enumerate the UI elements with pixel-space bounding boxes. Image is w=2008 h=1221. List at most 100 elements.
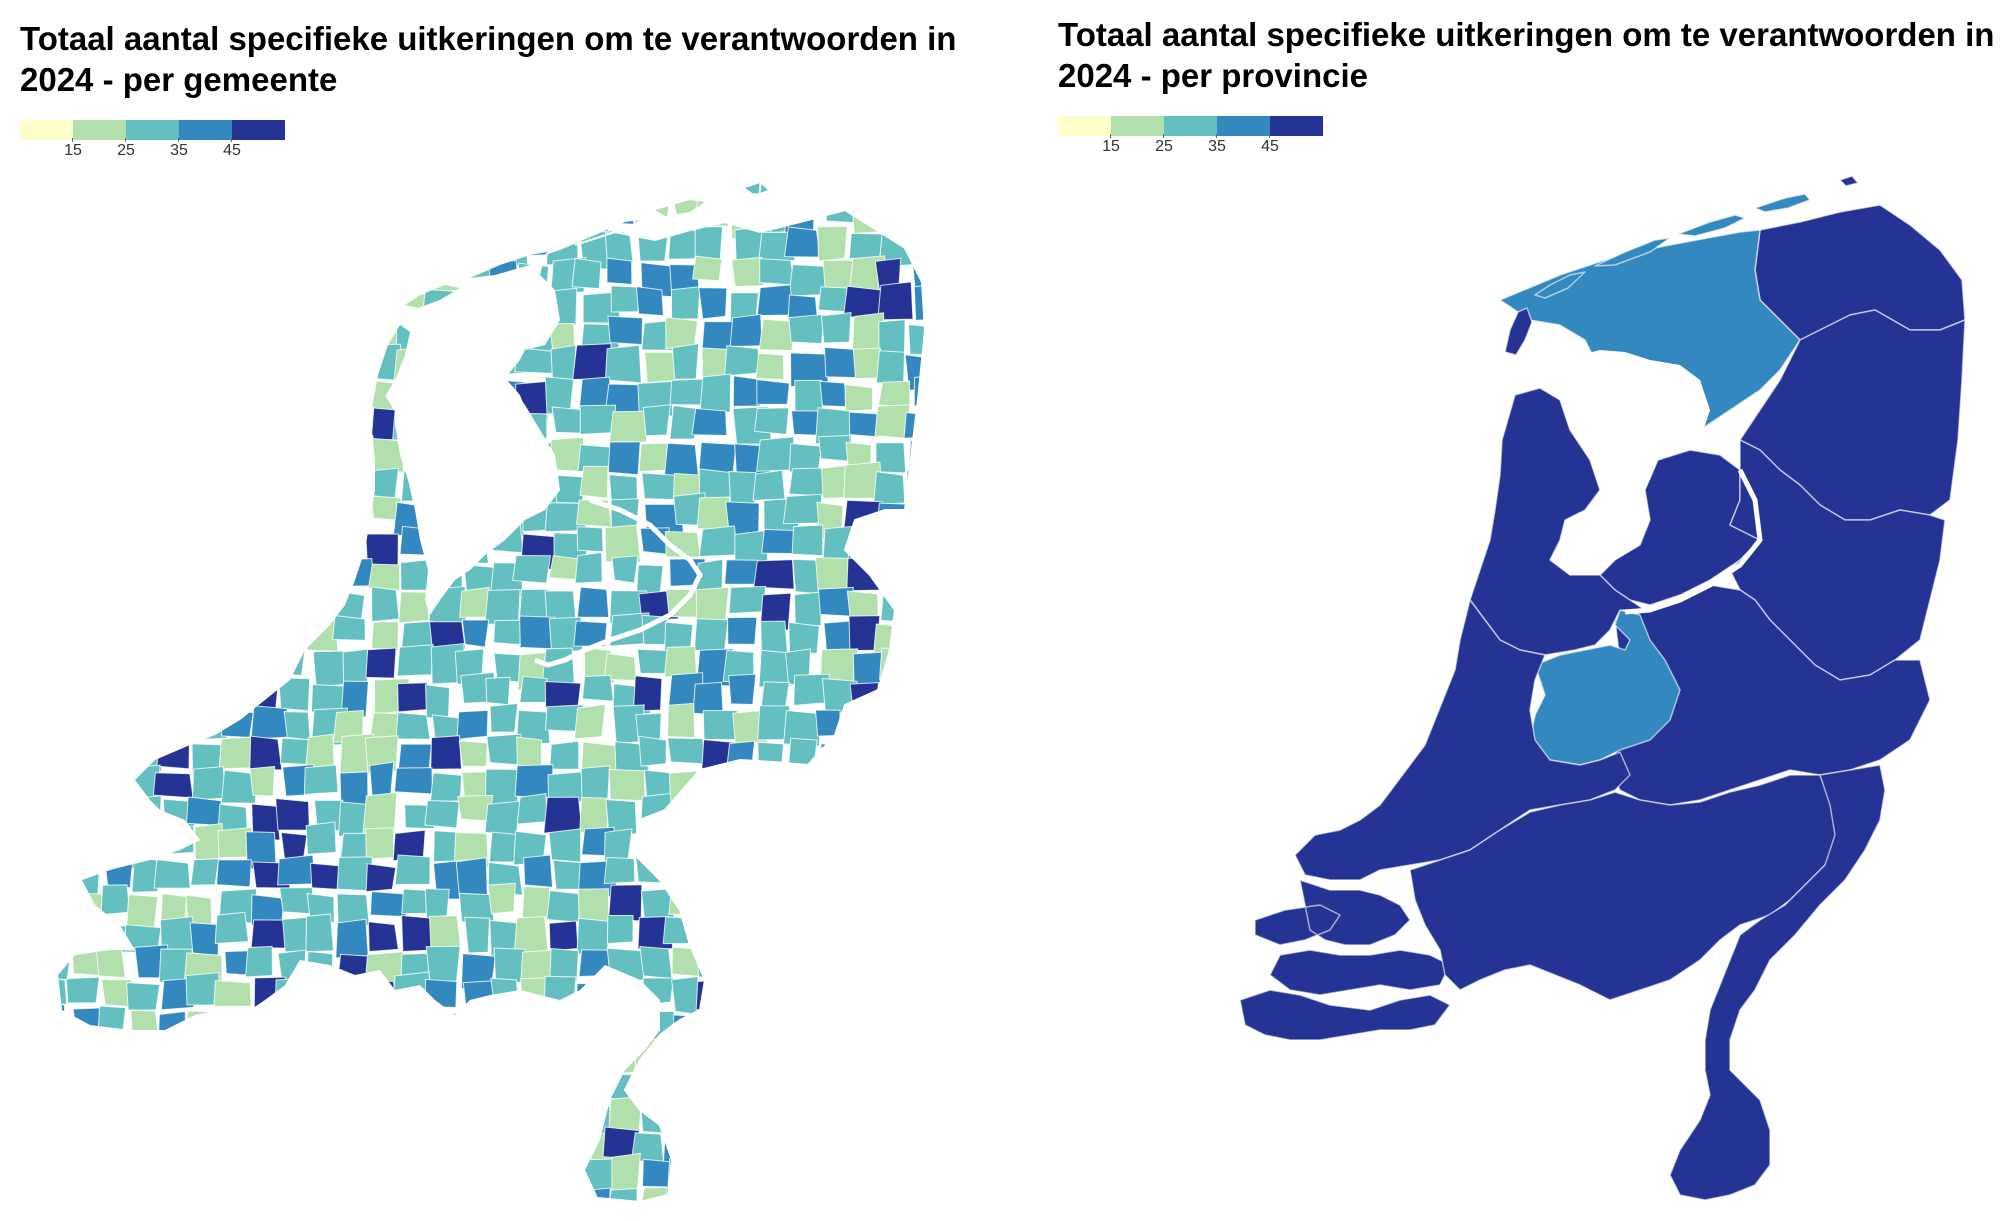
gemeente-area	[546, 1100, 578, 1129]
gemeente-area	[668, 862, 703, 895]
gemeente-area	[454, 1155, 491, 1192]
gemeente-area	[58, 977, 68, 1005]
gemeente-area	[787, 916, 816, 956]
gemeente-area	[484, 800, 521, 836]
gemeente-area	[692, 255, 723, 282]
gemeente-area	[394, 293, 428, 328]
gemeente-area	[127, 589, 164, 621]
gemeente-area	[58, 950, 72, 981]
gemeente-area	[93, 771, 131, 804]
gemeente-area	[461, 1037, 490, 1073]
gemeente-area	[68, 766, 106, 798]
gemeente-area	[425, 684, 451, 721]
gemeente-area	[549, 947, 579, 983]
gemeente-area	[58, 183, 66, 201]
gemeente-area	[791, 977, 827, 1013]
gemeente-area	[912, 885, 925, 917]
gemeente-area	[818, 947, 849, 987]
gemeente-area	[191, 554, 225, 588]
gemeente-area	[791, 524, 824, 557]
gemeente-area	[429, 772, 463, 803]
gemeente-area	[192, 259, 233, 291]
gemeente-area	[58, 1071, 71, 1100]
gemeente-area	[701, 347, 732, 383]
gemeente-area	[155, 650, 193, 680]
gemeente-area	[301, 223, 334, 256]
gemeente-area	[517, 1098, 549, 1130]
gemeente-area	[514, 1193, 554, 1202]
gemeente-area	[253, 319, 286, 354]
gemeente-area	[464, 916, 491, 954]
gemeente-area	[639, 945, 673, 980]
gemeente-area	[612, 1008, 641, 1040]
gemeente-area	[757, 741, 785, 777]
gemeente-area	[431, 261, 468, 293]
gemeente-area	[73, 466, 110, 499]
gemeente-area	[844, 183, 876, 200]
gemeente-area	[581, 674, 614, 702]
gemeente-area	[211, 199, 246, 225]
gemeente-area	[126, 183, 159, 202]
gemeente-area	[579, 404, 617, 435]
gemeente-area	[334, 1064, 370, 1101]
gemeente-area	[275, 227, 306, 264]
gemeente-area	[94, 440, 125, 478]
legend-swatch-5	[1270, 116, 1323, 136]
gemeente-area	[642, 404, 672, 437]
island-texel	[1504, 307, 1533, 356]
gemeente-area	[462, 198, 490, 236]
gemeente-area	[733, 828, 764, 864]
gemeente-area	[873, 471, 906, 506]
gemeente-area	[877, 380, 911, 408]
gemeente-area	[732, 916, 766, 944]
legend-swatch-3	[1164, 116, 1217, 136]
gemeente-area	[275, 645, 306, 676]
gemeente-area	[519, 1006, 549, 1038]
gemeente-area	[788, 1122, 827, 1156]
gemeente-area	[818, 1131, 852, 1160]
gemeente-area	[245, 472, 280, 510]
gemeente-area	[99, 259, 133, 291]
gemeente-area	[552, 1073, 589, 1104]
gemeente-area	[309, 978, 341, 1011]
legend-swatches	[20, 120, 285, 140]
gemeente-area	[700, 1193, 733, 1202]
gemeente-area	[245, 1033, 275, 1070]
gemeente-area	[432, 1157, 466, 1190]
gemeente-area	[638, 735, 667, 767]
gemeente-area	[425, 316, 459, 352]
map-title: Totaal aantal specifieke uitkeringen om …	[20, 20, 957, 98]
gemeente-area	[907, 323, 925, 357]
gemeente-area	[731, 858, 768, 896]
gemeente-area	[100, 616, 127, 652]
gemeente-area	[67, 708, 96, 738]
gemeente-area	[193, 183, 224, 202]
gemeente-area	[97, 319, 126, 345]
gemeente-area	[100, 349, 131, 380]
gemeente-area	[759, 258, 795, 286]
gemeente-area	[189, 1125, 219, 1158]
gemeente-area	[67, 796, 106, 836]
gemeente-area	[905, 1011, 925, 1047]
gemeente-area	[188, 1068, 221, 1098]
gemeente-area	[823, 346, 857, 379]
gemeente-area	[221, 1034, 255, 1062]
gemeente-area	[277, 183, 316, 210]
gemeente-area	[366, 1037, 408, 1072]
gemeente-area	[846, 1189, 882, 1202]
gemeente-area	[673, 198, 699, 227]
gemeente-area	[247, 559, 282, 591]
gemeente-area	[284, 290, 310, 329]
gemeente-area	[246, 1100, 274, 1140]
legend-tick-label: 45	[1250, 134, 1290, 156]
gemeente-area	[368, 979, 398, 1012]
gemeente-area	[279, 465, 314, 502]
gemeente-area	[608, 981, 645, 1014]
gemeente-area	[490, 977, 520, 1007]
gemeente-area	[398, 591, 430, 624]
gemeente-area	[515, 709, 551, 744]
gemeente-area	[696, 915, 730, 945]
gemeente-area	[333, 977, 372, 1012]
gemeente-area	[816, 769, 846, 804]
gemeente-area	[62, 378, 98, 409]
